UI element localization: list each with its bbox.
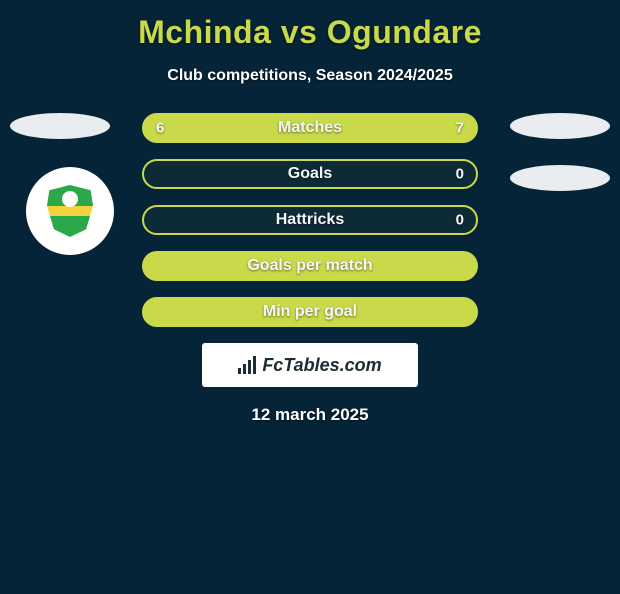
player-placeholder-right-2 [510, 165, 610, 191]
footer-date: 12 march 2025 [0, 405, 620, 425]
bars-chart-bar [238, 368, 241, 374]
branding-link[interactable]: FcTables.com [202, 343, 418, 387]
stat-value-right: 0 [456, 212, 464, 229]
bars-chart-bar [243, 364, 246, 374]
stat-label: Min per goal [263, 303, 357, 321]
bars-chart-bar [253, 356, 256, 374]
player-placeholder-right-1 [510, 113, 610, 139]
stats-bars: 6 Matches 7 Goals 0 Hattricks 0 Goals per match… [142, 113, 478, 327]
page-subtitle: Club competitions, Season 2024/2025 [0, 67, 620, 85]
stat-label: Hattricks [276, 211, 344, 229]
club-badge-left[interactable] [28, 169, 112, 253]
stat-label: Matches [278, 119, 342, 137]
page-title: Mchinda vs Ogundare [0, 14, 620, 51]
player-placeholder-left [10, 113, 110, 139]
stat-row: 6 Matches 7 [142, 113, 478, 143]
stat-row: Goals 0 [142, 159, 478, 189]
stat-label: Goals [288, 165, 332, 183]
branding-text: FcTables.com [262, 355, 381, 376]
bars-chart-bar [248, 360, 251, 374]
stat-value-right: 0 [456, 166, 464, 183]
bars-chart-icon [238, 356, 256, 374]
stat-row: Min per goal [142, 297, 478, 327]
club-shield-icon [47, 185, 93, 237]
stat-label: Goals per match [247, 257, 372, 275]
stat-row: Hattricks 0 [142, 205, 478, 235]
stat-value-left: 6 [156, 120, 164, 137]
comparison-content: 6 Matches 7 Goals 0 Hattricks 0 Goals per match… [0, 113, 620, 425]
stat-value-right: 7 [456, 120, 464, 137]
stat-row: Goals per match [142, 251, 478, 281]
